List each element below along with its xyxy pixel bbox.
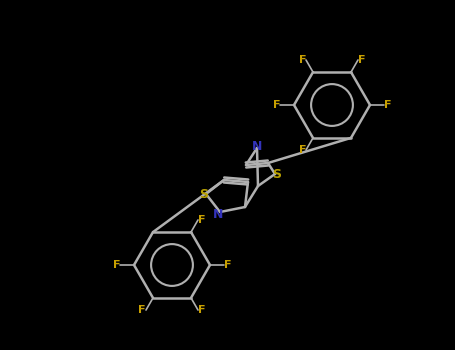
Text: S: S: [199, 188, 208, 201]
Text: F: F: [198, 215, 206, 225]
Text: F: F: [273, 100, 280, 110]
Text: F: F: [138, 305, 146, 315]
Text: F: F: [198, 305, 206, 315]
Text: N: N: [252, 140, 262, 153]
Text: F: F: [358, 55, 365, 65]
Text: S: S: [273, 168, 282, 181]
Text: F: F: [112, 260, 120, 270]
Text: N: N: [213, 208, 223, 220]
Text: F: F: [224, 260, 232, 270]
Text: F: F: [384, 100, 391, 110]
Text: F: F: [298, 145, 306, 155]
Text: F: F: [298, 55, 306, 65]
